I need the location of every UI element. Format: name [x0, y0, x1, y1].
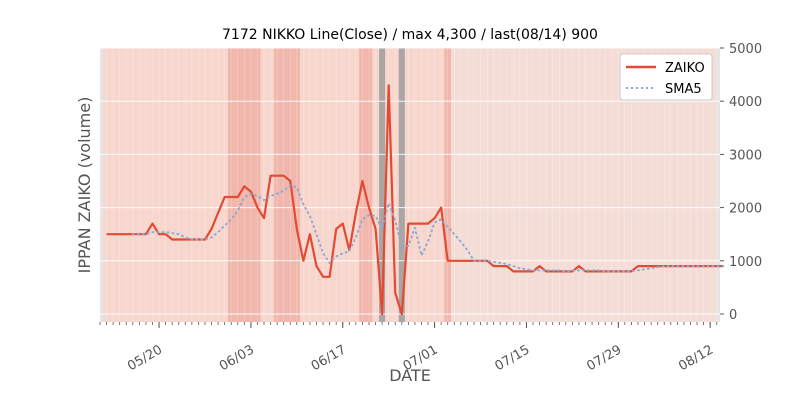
- shaded-band: [103, 48, 228, 322]
- y-axis-label: IPPAN ZAIKO (volume): [75, 97, 94, 274]
- x-tick-label: 06/03: [217, 342, 257, 374]
- x-tick-label: 05/20: [125, 342, 165, 374]
- x-tick-label: 07/15: [493, 342, 533, 374]
- x-tick-label: 07/29: [584, 342, 624, 374]
- legend-sma5-label: SMA5: [665, 82, 702, 97]
- shaded-band: [444, 48, 452, 322]
- y-tick-label: 3000: [729, 148, 762, 163]
- y-tick-label: 4000: [729, 95, 762, 110]
- series-line-zaiko: [106, 84, 724, 316]
- legend-zaiko-label: ZAIKO: [665, 61, 705, 76]
- series-line-sma5: [131, 184, 725, 273]
- y-tick-label: 1000: [729, 255, 762, 270]
- chart-title: 7172 NIKKO Line(Close) / max 4,300 / las…: [222, 27, 598, 43]
- legend: ZAIKO SMA5: [619, 53, 713, 101]
- gray-marker-band: [379, 48, 386, 322]
- shaded-band: [260, 48, 274, 322]
- gray-marker-band: [398, 48, 405, 322]
- y-tick-label: 2000: [729, 202, 762, 217]
- x-axis-label: DATE: [389, 366, 431, 385]
- x-tick-label: 08/12: [676, 342, 716, 374]
- shaded-band: [227, 48, 261, 322]
- y-tick-label: 5000: [729, 42, 762, 57]
- shaded-band: [273, 48, 301, 322]
- shaded-band: [359, 48, 373, 322]
- y-tick-label: 0: [729, 308, 737, 323]
- x-tick-label: 06/17: [309, 342, 349, 374]
